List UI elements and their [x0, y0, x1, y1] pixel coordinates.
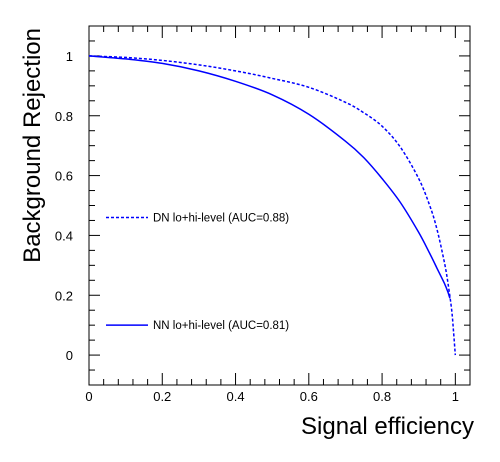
x-tick-label: 0.8	[373, 389, 391, 404]
y-tick-label: 0.6	[55, 169, 73, 184]
y-tick-label: 1	[66, 49, 73, 64]
y-tick-label: 0.8	[55, 109, 73, 124]
y-axis-title: Background Rejection	[19, 28, 46, 263]
axis-ticks	[88, 25, 471, 386]
axis-tick-labels: 0 0.2 0.4 0.6 0.8 1 0 0.2 0.4 0.6 0.8 1	[55, 49, 459, 404]
legend-label: DN lo+hi-level (AUC=0.88)	[153, 212, 289, 224]
x-tick-label: 0.6	[300, 389, 318, 404]
x-tick-label: 1	[452, 389, 459, 404]
y-tick-label: 0.4	[55, 228, 73, 243]
y-tick-label: 0.2	[55, 288, 73, 303]
dn-roc-curve	[88, 55, 457, 356]
legend-label: NN lo+hi-level (AUC=0.81)	[153, 320, 289, 332]
x-tick-label: 0	[85, 389, 92, 404]
x-tick-label: 0.4	[226, 389, 244, 404]
x-tick-label: 0.2	[153, 389, 171, 404]
nn-roc-curve	[88, 55, 451, 299]
x-axis-title: Signal efficiency	[301, 413, 474, 440]
roc-curves	[88, 55, 457, 356]
y-tick-label: 0	[66, 348, 73, 363]
legend: DN lo+hi-level (AUC=0.88) NN lo+hi-level …	[106, 212, 289, 332]
